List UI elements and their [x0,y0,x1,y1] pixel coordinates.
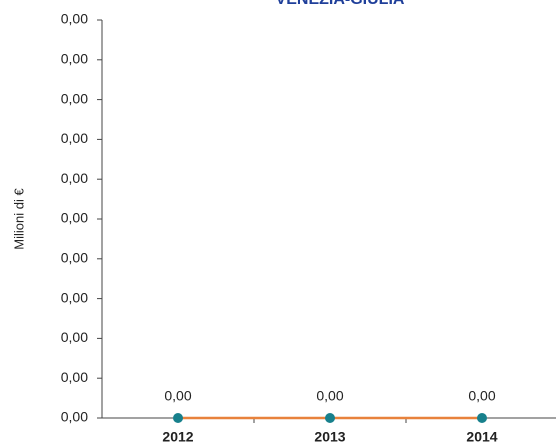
x-tick-label: 2013 [314,429,345,445]
y-tick-label: 0,00 [61,369,88,385]
value-label: 0,00 [316,388,343,404]
y-tick-label: 0,00 [61,11,88,27]
y-tick-label: 0,00 [61,409,88,425]
y-tick-label: 0,00 [61,51,88,67]
marker [477,413,487,423]
y-tick-label: 0,00 [61,250,88,266]
chart-title: VENEZIA-GIULIA [276,0,405,8]
value-label: 0,00 [468,388,495,404]
y-tick-label: 0,00 [61,170,88,186]
y-tick-label: 0,00 [61,130,88,146]
x-tick-label: 2012 [162,429,193,445]
y-tick-label: 0,00 [61,289,88,305]
marker [173,413,183,423]
marker [325,413,335,423]
value-label: 0,00 [164,388,191,404]
y-tick-label: 0,00 [61,90,88,106]
y-tick-label: 0,00 [61,329,88,345]
y-axis-label: Milioni di € [11,188,26,250]
y-tick-label: 0,00 [61,210,88,226]
x-tick-label: 2014 [466,429,497,445]
